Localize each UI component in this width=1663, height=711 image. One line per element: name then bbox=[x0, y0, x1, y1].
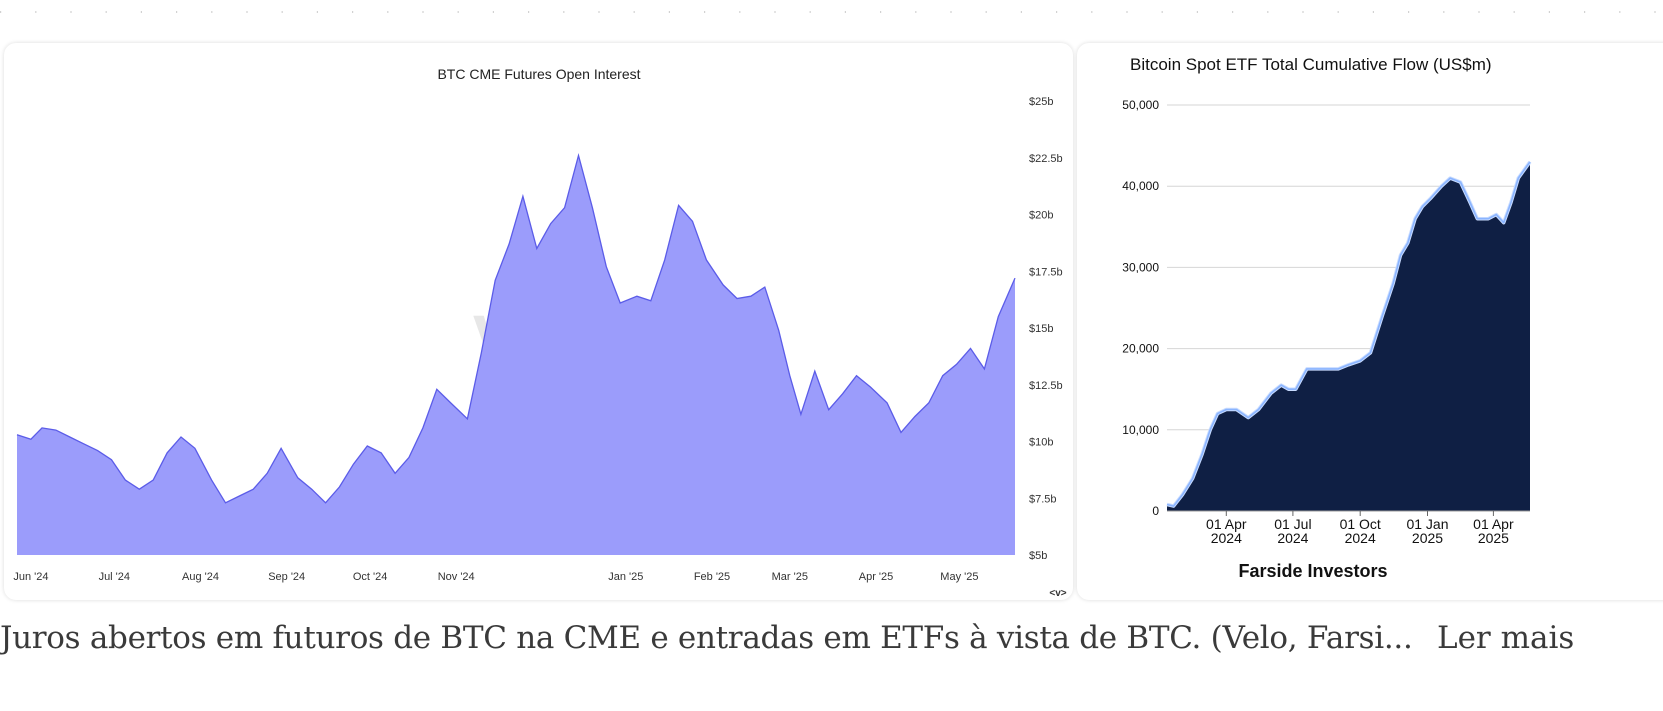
x-tick-label: Jul '24 bbox=[99, 571, 130, 583]
x-tick-label: 2024 bbox=[1211, 530, 1242, 546]
x-tick-label: 2024 bbox=[1277, 530, 1308, 546]
y-tick-label: 40,000 bbox=[1122, 179, 1159, 193]
etf-flow-chart-card: Bitcoin Spot ETF Total Cumulative Flow (… bbox=[1077, 43, 1663, 600]
etf-flow-line bbox=[1166, 161, 1531, 507]
x-tick-label: 01 Oct bbox=[1340, 516, 1381, 532]
x-tick-label: Aug '24 bbox=[182, 571, 219, 583]
y-tick-label: $15b bbox=[1029, 323, 1053, 335]
y-tick-label: $5b bbox=[1029, 550, 1047, 562]
x-tick-label: 2025 bbox=[1412, 530, 1443, 546]
y-tick-label: $20b bbox=[1029, 210, 1053, 222]
y-tick-label: $12.5b bbox=[1029, 380, 1063, 392]
y-tick-label: $22.5b bbox=[1029, 153, 1063, 165]
x-tick-label: Sep '24 bbox=[268, 571, 305, 583]
y-tick-label: 10,000 bbox=[1122, 423, 1159, 437]
open-interest-chart: BTC CME Futures Open Interest velo Jun '… bbox=[13, 66, 1066, 599]
y-tick-label: $17.5b bbox=[1029, 266, 1063, 278]
read-more-link[interactable]: Ler mais bbox=[1437, 620, 1575, 656]
x-tick-label: 2024 bbox=[1345, 530, 1376, 546]
image-caption: Juros abertos em futuros de BTC na CME e… bbox=[0, 614, 1663, 674]
y-tick-label: $10b bbox=[1029, 437, 1053, 449]
open-interest-line bbox=[16, 152, 1016, 504]
x-tick-label: 01 Jan bbox=[1406, 516, 1448, 532]
dotted-divider bbox=[0, 11, 1663, 13]
x-tick-label: Feb '25 bbox=[694, 571, 730, 583]
y-tick-label: $25b bbox=[1029, 96, 1053, 108]
y-tick-label: 20,000 bbox=[1122, 342, 1159, 356]
x-tick-label: Jan '25 bbox=[608, 571, 643, 583]
etf-flow-chart: Bitcoin Spot ETF Total Cumulative Flow (… bbox=[1122, 55, 1532, 581]
y-tick-label: 30,000 bbox=[1122, 260, 1159, 274]
source-label: Farside Investors bbox=[1238, 561, 1387, 581]
x-tick-label: 01 Apr bbox=[1473, 516, 1514, 532]
x-tick-label: Jun '24 bbox=[13, 571, 48, 583]
x-tick-label: Nov '24 bbox=[438, 571, 475, 583]
x-tick-label: 2025 bbox=[1478, 530, 1509, 546]
chart-title: Bitcoin Spot ETF Total Cumulative Flow (… bbox=[1130, 55, 1492, 74]
chart-title: BTC CME Futures Open Interest bbox=[437, 66, 640, 82]
y-tick-label: 0 bbox=[1152, 504, 1159, 518]
y-tick-label: $7.5b bbox=[1029, 493, 1057, 505]
x-tick-label: Apr '25 bbox=[859, 571, 894, 583]
chart-nav-control[interactable]: <v> bbox=[1049, 588, 1066, 599]
x-tick-label: Mar '25 bbox=[772, 571, 808, 583]
caption-text: Juros abertos em futuros de BTC na CME e… bbox=[0, 620, 1413, 656]
open-interest-chart-card: BTC CME Futures Open Interest velo Jun '… bbox=[4, 43, 1073, 600]
x-tick-label: 01 Apr bbox=[1206, 516, 1247, 532]
x-tick-label: May '25 bbox=[940, 571, 978, 583]
etf-flow-area bbox=[1167, 161, 1530, 512]
open-interest-area bbox=[17, 155, 1015, 555]
x-tick-label: Oct '24 bbox=[353, 571, 388, 583]
x-tick-label: 01 Jul bbox=[1274, 516, 1311, 532]
y-tick-label: 50,000 bbox=[1122, 98, 1159, 112]
